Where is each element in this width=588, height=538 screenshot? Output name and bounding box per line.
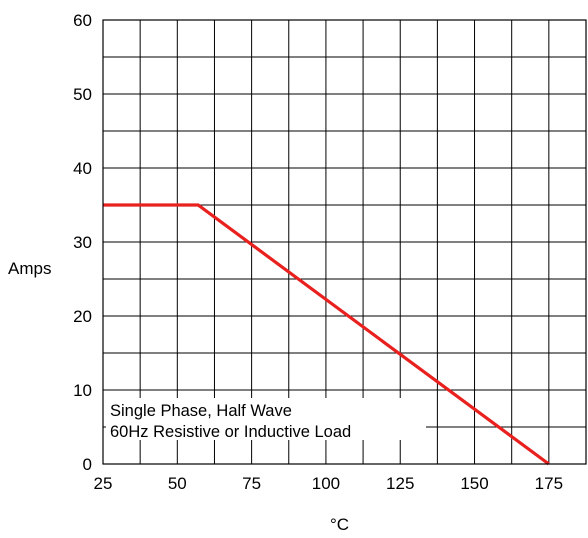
x-tick-label: 50: [168, 474, 187, 493]
y-tick-label: 20: [73, 307, 92, 326]
x-tick-label: 175: [535, 474, 563, 493]
series-layer: [103, 203, 550, 466]
x-axis-label: °C: [330, 515, 349, 534]
x-tick-labels: 25 50 75 100 125 150 175: [94, 474, 563, 493]
y-tick-label: 30: [73, 233, 92, 252]
y-axis-label: Amps: [8, 259, 51, 278]
y-tick-label: 10: [73, 381, 92, 400]
y-tick-label: 40: [73, 159, 92, 178]
annotation-box: Single Phase, Half Wave 60Hz Resistive o…: [106, 398, 426, 441]
plot-frame: [102, 19, 587, 465]
y-tick-labels: 0 10 20 30 40 50 60: [73, 11, 92, 474]
series-line: [103, 203, 550, 466]
annotation-line-1: Single Phase, Half Wave: [110, 402, 292, 420]
x-tick-label: 100: [312, 474, 340, 493]
x-tick-label: 75: [242, 474, 261, 493]
y-tick-label: 50: [73, 85, 92, 104]
x-tick-label: 125: [386, 474, 414, 493]
x-tick-label: 150: [460, 474, 488, 493]
annotation-line-2: 60Hz Resistive or Inductive Load: [110, 423, 351, 441]
annotation-background: [106, 398, 426, 440]
x-tick-label: 25: [94, 474, 113, 493]
y-tick-label: 0: [83, 455, 92, 474]
grid-lines: [103, 20, 586, 464]
y-tick-label: 60: [73, 11, 92, 30]
